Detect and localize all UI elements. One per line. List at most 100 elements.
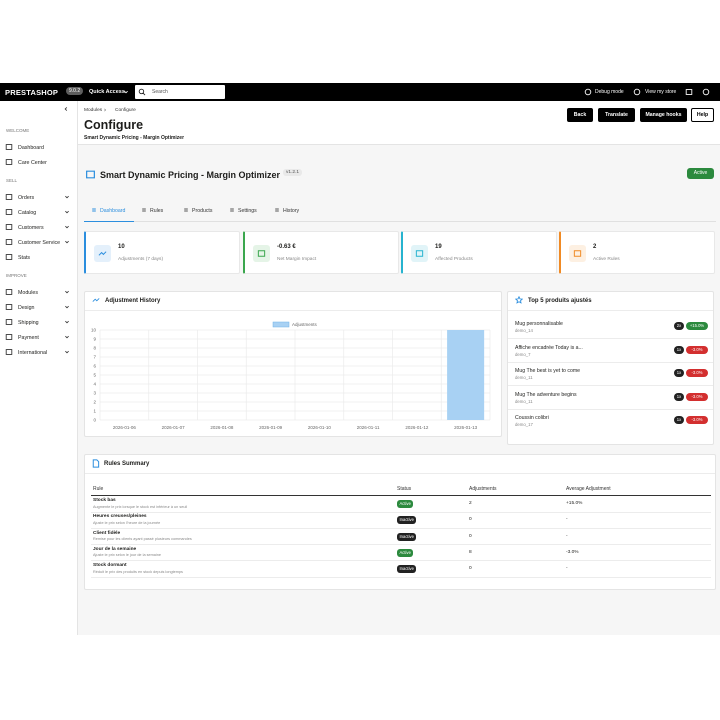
sidebar-item[interactable]: Shipping — [0, 316, 77, 329]
x-tick-label: 2026-01-06 — [113, 425, 137, 430]
sidebar-item[interactable]: Catalog — [0, 206, 77, 219]
sidebar-item-label: Stats — [18, 255, 31, 261]
kpi-card: -0.63 € Net Margin Impact — [243, 231, 399, 274]
kpi-card: 2 Active Rules — [559, 231, 715, 274]
sidebar-item-label: Orders — [18, 195, 35, 201]
header-button[interactable]: Help — [691, 108, 714, 122]
icon-shape — [5, 194, 13, 200]
rule-description: Ajuste le prix selon l'heure de la journ… — [93, 520, 161, 525]
sidebar-item-label: Customer Service — [18, 240, 61, 246]
rule-description: Augmente le prix lorsque le stock est in… — [93, 504, 188, 509]
icon — [92, 459, 100, 468]
icon — [685, 89, 693, 95]
breadcrumb-item[interactable]: Modules — [84, 108, 103, 113]
module-header: Smart Dynamic Pricing - Margin Optimizer… — [78, 150, 720, 225]
quick-access[interactable]: Quick Access — [89, 88, 125, 95]
sidebar-item-label: Design — [18, 305, 35, 311]
kpi-icon — [253, 245, 270, 262]
icon — [702, 88, 710, 96]
icon — [5, 334, 13, 340]
icon — [65, 320, 69, 324]
sidebar-item[interactable]: Care Center — [0, 156, 77, 169]
debug-mode[interactable]: Debug mode — [595, 89, 624, 95]
product-name: Mug The adventure begins — [515, 391, 577, 398]
view-store[interactable]: View my store — [645, 89, 677, 95]
sidebar-item[interactable]: Design — [0, 301, 77, 314]
row-divider — [508, 338, 713, 339]
sidebar-item[interactable]: Stats — [0, 251, 77, 264]
icon — [5, 304, 13, 310]
sidebar-item[interactable]: Modules — [0, 286, 77, 299]
sidebar-item[interactable]: Customer Service — [0, 236, 77, 249]
tab-label: History — [283, 207, 300, 214]
tab[interactable]: Dashboard — [84, 202, 134, 222]
breadcrumb-item: Configure — [115, 108, 136, 113]
header-button[interactable]: Manage hooks — [640, 108, 687, 122]
rules-summary-card: Rules Summary Rule Status Adjustments Averag… — [84, 454, 716, 590]
change-badge: +15.0% — [686, 322, 708, 330]
chart: 0 1 2 3 4 5 6 7 8 9 10 Adjustments 2026-01-06 2026-01… — [91, 321, 491, 430]
icon-shape — [5, 144, 13, 150]
x-tick-label: 2026-01-10 — [308, 425, 332, 430]
icon-shape — [515, 296, 523, 304]
header-button[interactable]: Back — [567, 108, 593, 122]
search-box[interactable]: Search — [135, 85, 225, 99]
icon — [515, 296, 523, 304]
legend-label: Adjustments — [292, 322, 318, 327]
icon-shape — [415, 250, 424, 257]
icon-shape — [5, 334, 13, 340]
tab[interactable]: Products — [176, 202, 218, 222]
sidebar-item[interactable]: Payment — [0, 331, 77, 344]
sidebar-item[interactable]: Dashboard — [0, 141, 77, 154]
tab[interactable]: Settings — [222, 202, 266, 222]
bar — [447, 330, 485, 420]
icon — [5, 289, 13, 295]
icon — [5, 224, 13, 230]
icon-shape — [92, 459, 100, 468]
chart-card: Adjustment History 0 1 2 3 4 5 6 7 8 9 10 Adjustment… — [84, 291, 502, 437]
icon-shape — [257, 250, 266, 257]
rule-description: Ajuste le prix selon le jour de la semai… — [93, 553, 161, 558]
module-status: Active — [687, 168, 714, 179]
product-ref: demo_7 — [515, 351, 531, 357]
icon — [633, 88, 641, 96]
sidebar-item-label: Shipping — [18, 320, 39, 326]
status-badge: Inactive — [397, 532, 417, 541]
icon-shape — [65, 305, 69, 309]
rule-description: Remise pour les clients ayant passé plus… — [93, 537, 192, 542]
icon-shape — [65, 350, 69, 354]
count-badge: 1x — [674, 369, 684, 377]
icon — [5, 349, 13, 355]
header-button[interactable]: Translate — [598, 108, 635, 122]
kpi-card: 19 Affected Products — [401, 231, 557, 274]
row-divider — [91, 527, 711, 529]
sidebar-item[interactable]: Orders — [0, 191, 77, 204]
count-badge: 1x — [674, 345, 684, 354]
kpi-icon — [94, 245, 111, 262]
icon-shape — [65, 290, 69, 294]
icon-shape — [138, 88, 146, 96]
header-divider — [91, 495, 711, 497]
icon — [230, 208, 234, 212]
sidebar-item[interactable]: Customers — [0, 221, 77, 234]
top-products-card: Top 5 produits ajustés Mug personnalisabl… — [507, 291, 714, 445]
icon — [124, 90, 128, 94]
icon-shape — [230, 208, 234, 212]
icon-shape — [124, 90, 128, 94]
sidebar-item-label: International — [18, 350, 48, 356]
legend-swatch — [272, 321, 290, 328]
product-name: Coussin colibri — [515, 415, 549, 421]
icon — [138, 88, 146, 96]
tab[interactable]: Rules — [134, 202, 170, 222]
tab[interactable]: History — [267, 202, 309, 222]
sidebar-item[interactable]: International — [0, 346, 77, 359]
table-header: Average Adjustment — [566, 486, 611, 492]
rule-name: Heures creuses/pleines — [93, 514, 147, 520]
change-badge: -3.0% — [686, 369, 708, 377]
top-products-title: Top 5 produits ajustés — [528, 297, 592, 304]
rules-title: Rules Summary — [104, 460, 150, 467]
icon-shape — [584, 88, 592, 96]
icon-shape — [142, 208, 146, 212]
sidebar-item-label: Catalog — [18, 210, 37, 216]
